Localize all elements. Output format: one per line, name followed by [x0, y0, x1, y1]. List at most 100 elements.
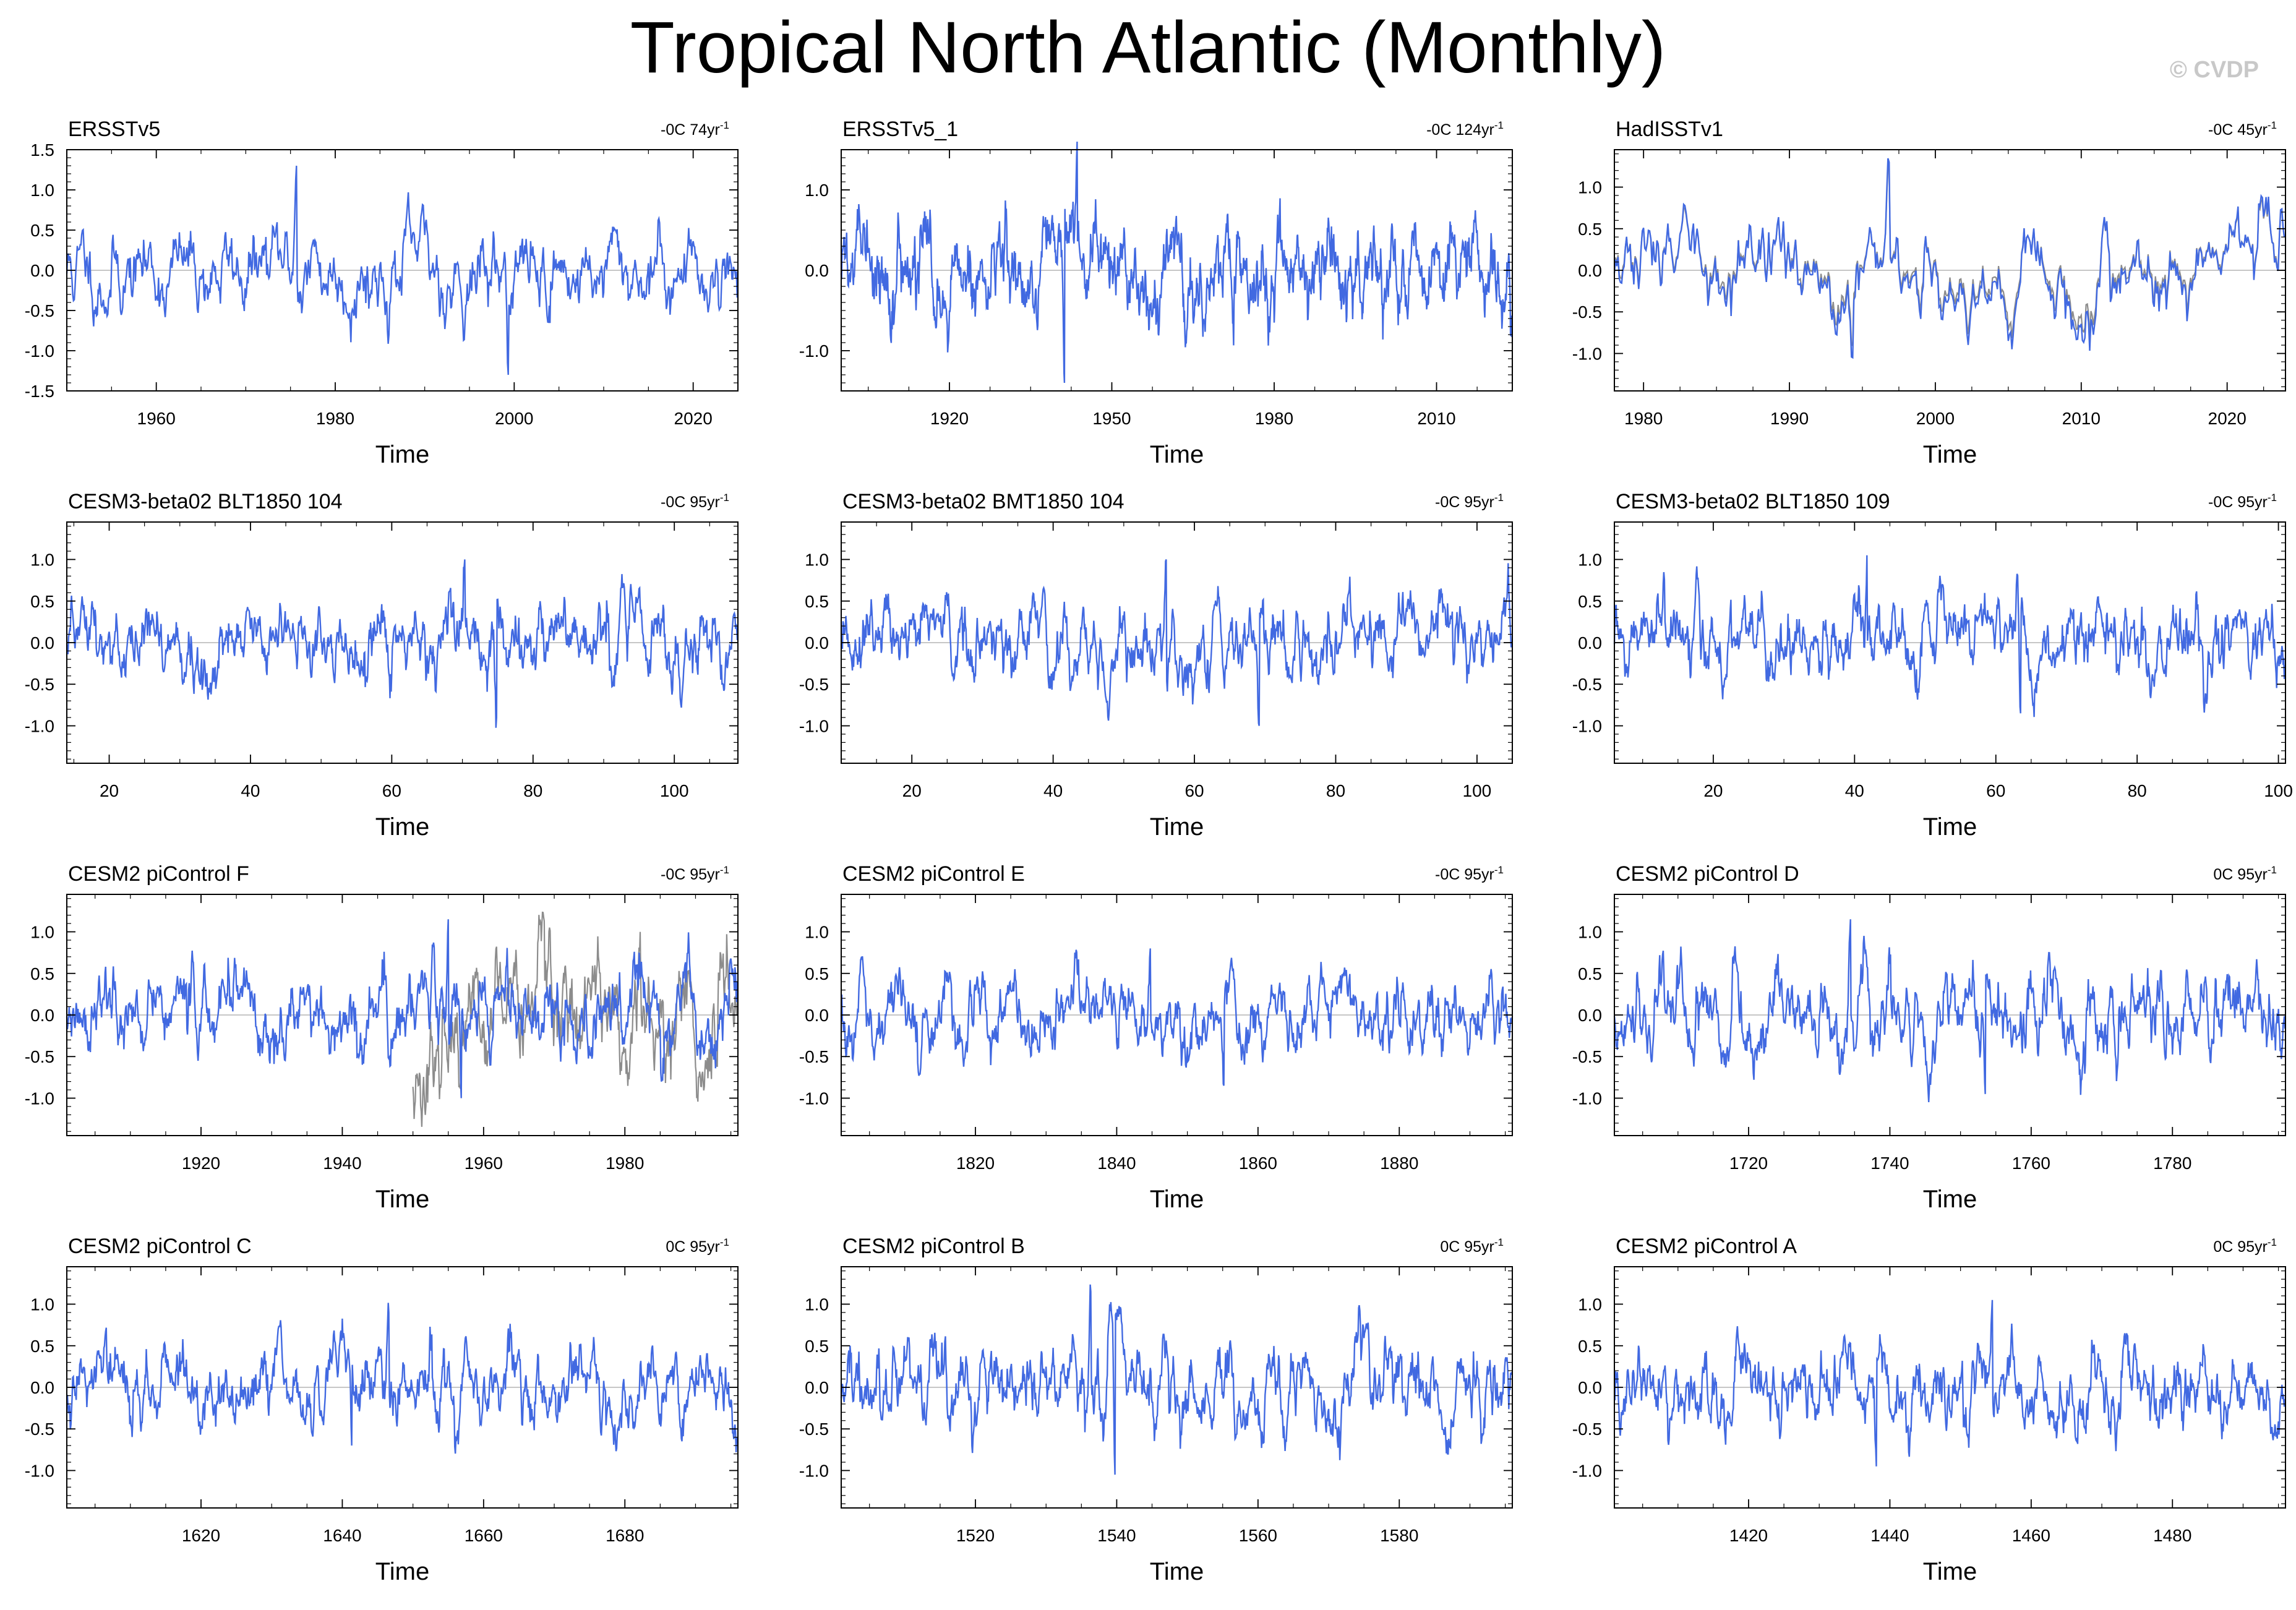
panel-4: CESM3-beta02 BLT1850 104 -0C 95yr-1 -1.0 -0…: [25, 490, 739, 841]
x-tick-label: 1540: [1097, 1526, 1136, 1545]
x-tick-label: 2000: [1916, 409, 1955, 428]
y-tick-label: 0.0: [30, 1378, 54, 1397]
panel-11: CESM2 piControl B 0C 95yr-1 -1.0 -0.5 0.0 0.5…: [799, 1235, 1513, 1585]
y-tick-label: 0.0: [805, 1006, 829, 1025]
x-tick-label: 1460: [2012, 1526, 2050, 1545]
trend-label: -0C 95yr-1: [661, 864, 729, 883]
y-tick-label: -1.0: [25, 341, 54, 361]
y-tick-label: -1.0: [1572, 344, 1602, 363]
y-tick-label: -1.0: [25, 1089, 54, 1108]
y-tick-label: -0.5: [25, 1047, 54, 1066]
page-title: Tropical North Atlantic (Monthly): [630, 7, 1666, 88]
y-tick-label: 0.0: [1578, 1006, 1602, 1025]
trend-label: 0C 95yr-1: [666, 1236, 729, 1256]
x-tick-label: 1660: [465, 1526, 503, 1545]
y-tick-label: 0.0: [30, 261, 54, 280]
y-tick-label: -0.5: [25, 301, 54, 320]
x-axis-label: Time: [1150, 813, 1204, 841]
y-tick-label: -0.5: [799, 1047, 829, 1066]
trend-label: -0C 95yr-1: [661, 492, 729, 511]
trend-label: -0C 45yr-1: [2208, 119, 2277, 139]
y-tick-label: -0.5: [25, 675, 54, 694]
x-tick-label: 1740: [1870, 1154, 1909, 1173]
panel-1: ERSSTv5 -0C 74yr-1 -1.5 -1.0 -0.5 0.0 0.5 1.0 1.…: [25, 118, 739, 468]
y-tick-label: -1.0: [799, 1461, 829, 1480]
y-tick-label: -1.5: [25, 382, 54, 401]
panel-title: CESM2 piControl B: [842, 1235, 1025, 1258]
x-axis-label: Time: [1150, 1558, 1204, 1585]
y-tick-label: 1.0: [1578, 1295, 1602, 1314]
x-tick-label: 1960: [465, 1154, 503, 1173]
credit-label: © CVDP: [2169, 57, 2259, 83]
y-tick-label: 1.0: [1578, 923, 1602, 942]
y-tick-label: -0.5: [1572, 1047, 1602, 1066]
series-line: [840, 1284, 1513, 1475]
y-tick-label: 0.5: [1578, 1337, 1602, 1356]
y-tick-label: 0.0: [30, 1006, 54, 1025]
y-tick-label: -1.0: [799, 716, 829, 735]
panel-title: CESM2 piControl A: [1616, 1235, 1797, 1258]
x-tick-label: 1720: [1729, 1154, 1768, 1173]
panel-title: CESM3-beta02 BMT1850 104: [842, 490, 1124, 513]
panel-title: CESM2 piControl F: [68, 862, 249, 886]
panel-3: HadISSTv1 -0C 45yr-1 -1.0 -0.5 0.0 0.5 1.0 1980…: [1572, 118, 2286, 468]
x-axis-label: Time: [375, 1558, 429, 1585]
trend-label: -0C 124yr-1: [1426, 119, 1504, 139]
x-axis-label: Time: [1923, 813, 1977, 841]
y-tick-label: 1.0: [30, 550, 54, 570]
y-tick-label: 0.5: [805, 1337, 829, 1356]
x-tick-label: 1960: [137, 409, 176, 428]
x-tick-label: 100: [660, 781, 689, 800]
y-tick-label: 0.5: [30, 1337, 54, 1356]
y-tick-label: 1.0: [1578, 550, 1602, 570]
y-tick-label: -0.5: [799, 1419, 829, 1439]
x-tick-label: 80: [1326, 781, 1345, 800]
y-tick-label: 1.0: [805, 181, 829, 200]
y-tick-label: 0.5: [805, 592, 829, 611]
x-tick-label: 1440: [1870, 1526, 1909, 1545]
x-tick-label: 1480: [2153, 1526, 2191, 1545]
trend-label: -0C 95yr-1: [1435, 864, 1504, 883]
x-tick-label: 20: [902, 781, 922, 800]
y-tick-label: 1.0: [805, 550, 829, 570]
series-line: [1613, 919, 2286, 1102]
x-tick-label: 1940: [323, 1154, 361, 1173]
x-tick-label: 80: [523, 781, 542, 800]
x-tick-label: 1680: [606, 1526, 644, 1545]
x-tick-label: 1980: [606, 1154, 644, 1173]
series-line: [1613, 555, 2286, 717]
y-tick-label: -1.0: [25, 716, 54, 735]
y-tick-label: 1.0: [805, 923, 829, 942]
x-tick-label: 1580: [1380, 1526, 1418, 1545]
panel-10: CESM2 piControl C 0C 95yr-1 -1.0 -0.5 0.0 0.5…: [25, 1235, 739, 1585]
y-tick-label: -0.5: [1572, 302, 1602, 322]
x-tick-label: 1880: [1380, 1154, 1418, 1173]
y-tick-label: -1.0: [25, 1461, 54, 1480]
x-axis-label: Time: [1923, 1558, 1977, 1585]
x-axis-label: Time: [375, 441, 429, 468]
trend-label: -0C 95yr-1: [1435, 492, 1504, 511]
x-tick-label: 40: [1845, 781, 1864, 800]
series-line: [840, 141, 1513, 383]
y-tick-label: 0.0: [805, 1378, 829, 1397]
series-line-overlay: [1613, 166, 2285, 347]
series-line: [66, 1303, 738, 1454]
x-axis-label: Time: [375, 1186, 429, 1213]
x-tick-label: 20: [1703, 781, 1723, 800]
y-tick-label: 1.0: [30, 1295, 54, 1314]
trend-label: -0C 74yr-1: [661, 119, 729, 139]
y-tick-label: 0.0: [30, 633, 54, 653]
panel-12: CESM2 piControl A 0C 95yr-1 -1.0 -0.5 0.0 0.5…: [1572, 1235, 2286, 1585]
panel-5: CESM3-beta02 BMT1850 104 -0C 95yr-1 -1.0 -0…: [799, 490, 1513, 841]
panel-8: CESM2 piControl E -0C 95yr-1 -1.0 -0.5 0.0 0.…: [799, 862, 1513, 1213]
panel-7: CESM2 piControl F -0C 95yr-1 -1.0 -0.5 0.0 0.…: [25, 862, 739, 1213]
panel-title: CESM2 piControl C: [68, 1235, 252, 1258]
trend-label: -0C 95yr-1: [2208, 492, 2277, 511]
y-tick-label: 1.5: [30, 140, 54, 160]
x-tick-label: 1980: [1624, 409, 1663, 428]
x-tick-label: 2000: [495, 409, 533, 428]
panel-9: CESM2 piControl D 0C 95yr-1 -1.0 -0.5 0.0 0.5…: [1572, 862, 2286, 1213]
y-tick-label: 0.0: [1578, 633, 1602, 653]
y-tick-label: -0.5: [1572, 675, 1602, 694]
y-tick-label: 0.5: [805, 964, 829, 983]
